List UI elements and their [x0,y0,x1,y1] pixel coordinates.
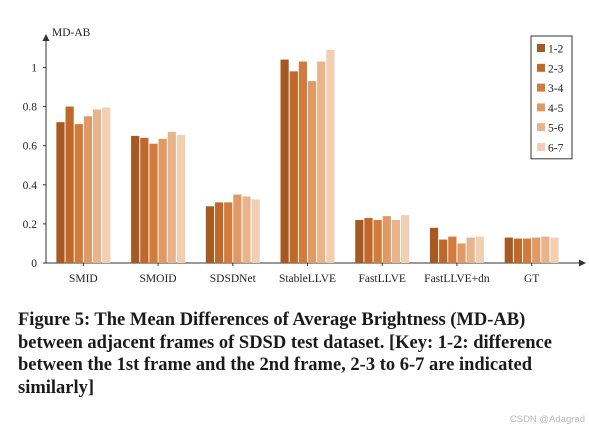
legend-swatch [537,44,545,52]
bar [439,239,448,263]
y-axis: MD-AB 0 0.2 0.4 0.6 0.8 1 [23,27,91,270]
legend-label: 3-4 [548,83,564,95]
bar [391,219,401,263]
bar [466,237,475,263]
bar [457,243,466,263]
bar [364,218,373,263]
x-tick-label: StableLLVE [279,273,336,285]
bar [475,236,484,263]
bar [233,194,242,263]
bar [532,237,541,263]
bar [298,61,308,264]
legend-swatch [537,123,545,132]
x-tick-label: FastLLVE+dn [424,273,490,285]
x-axis: SMID SMOID SDSDNet StableLLVE FastLLVE FastLL… [46,259,586,285]
bar [373,219,382,263]
bar [400,215,410,263]
bar [167,131,176,263]
bar [317,61,326,264]
legend-swatch [537,103,545,112]
bar-chart: MD-AB 0 0.2 0.4 0.6 0.8 1 SMID SMOID SDSDNet Stab… [23,27,586,285]
legend: 1-2 2-3 3-4 4-5 5-6 6-7 [530,35,573,160]
x-axis-arrow [579,259,586,267]
legend-label: 2-3 [548,63,564,75]
bar [149,143,158,263]
bar [541,236,550,263]
bar [355,219,364,263]
watermark: CSDN @Adagrad [509,414,585,425]
y-axis-arrow [42,34,50,41]
bar [176,134,186,263]
y-tick-label: 0.8 [23,102,38,114]
bar [251,199,260,263]
bar [102,107,111,264]
bar [326,49,335,263]
bar [522,238,532,263]
bar [74,124,83,263]
legend-label: 6-7 [548,143,564,155]
bar [307,81,317,264]
bars [56,49,559,264]
bar [65,106,74,263]
bar [448,236,457,263]
bar [224,202,233,263]
y-tick-label: 0.2 [23,219,38,231]
bar [158,138,167,263]
y-tick-label: 0 [31,258,37,270]
bar [513,238,523,263]
y-tick-label: 1 [31,62,37,74]
bar [214,202,224,263]
bar [131,135,140,263]
y-axis-label: MD-AB [52,27,91,39]
x-tick-label: SDSDNet [210,273,257,285]
legend-label: 1-2 [548,44,564,56]
y-tick-label: 0.6 [23,141,38,153]
bar [504,237,513,263]
legend-swatch [537,63,545,72]
bar [242,196,251,263]
x-tick-label: SMID [69,273,98,285]
y-tick-label: 0.4 [23,180,38,192]
bar [280,59,289,263]
bar [382,216,391,263]
bar [56,122,65,263]
bar [83,116,93,263]
legend-box [530,35,573,160]
bar [550,237,559,263]
legend-swatch [537,143,545,151]
bar [92,109,102,263]
legend-label: 5-6 [548,123,564,135]
bar [289,71,298,263]
x-tick-label: FastLLVE [358,273,406,285]
figure-caption: Figure 5: The Mean Differences of Averag… [18,310,552,398]
legend-label: 4-5 [548,103,564,115]
x-tick-label: SMOID [140,273,177,285]
bar [429,227,439,263]
bar [205,206,215,263]
x-tick-label: GT [524,273,539,285]
bar [140,137,149,263]
legend-swatch [537,83,545,92]
